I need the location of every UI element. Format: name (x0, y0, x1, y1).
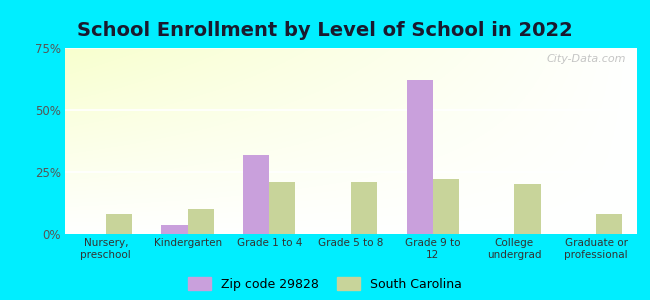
Bar (106, 214, 132, 234)
Bar (596, 214, 622, 234)
Bar (269, 182, 296, 234)
Bar (188, 209, 214, 234)
Text: City-Data.com: City-Data.com (546, 54, 625, 64)
Bar (514, 184, 541, 234)
Legend: Zip code 29828, South Carolina: Zip code 29828, South Carolina (188, 277, 462, 291)
Bar (243, 154, 269, 234)
Bar (433, 179, 459, 234)
Bar (406, 80, 433, 234)
Text: School Enrollment by Level of School in 2022: School Enrollment by Level of School in … (77, 20, 573, 40)
Bar (351, 182, 377, 234)
Bar (161, 225, 188, 234)
